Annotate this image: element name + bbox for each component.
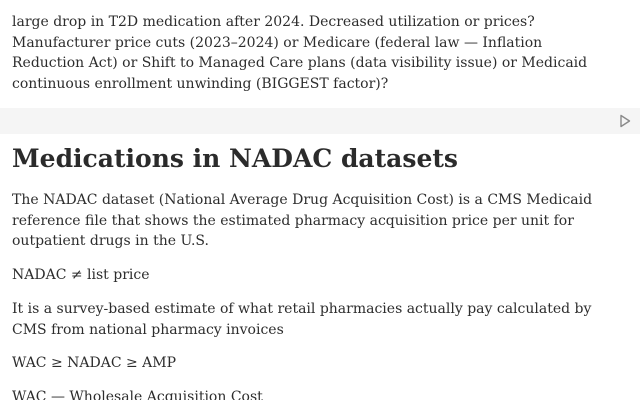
code-cell[interactable]: [0, 108, 640, 134]
intro-paragraph: The NADAC dataset (National Average Drug…: [12, 190, 592, 252]
question-paragraph: large drop in T2D medication after 2024.…: [12, 12, 587, 94]
question-line: Manufacturer price cuts (2023–2024) or M…: [12, 34, 543, 51]
price-inequality-text: WAC ≥ NADAC ≥ AMP: [12, 355, 177, 371]
survey-paragraph: It is a survey-based estimate of what re…: [12, 299, 591, 340]
not-list-price-paragraph: NADAC ≠ list price: [12, 265, 150, 286]
wac-definition-paragraph: WAC — Wholesale Acquisition Cost: [12, 387, 263, 400]
question-line: continuous enrollment unwinding (BIGGEST…: [12, 75, 389, 92]
play-outline-icon[interactable]: [619, 114, 631, 128]
question-line: large drop in T2D medication after 2024.…: [12, 14, 535, 30]
not-list-price-text: NADAC ≠ list price: [12, 267, 150, 283]
survey-line: CMS from national pharmacy invoices: [12, 321, 284, 338]
intro-line: reference file that shows the estimated …: [12, 212, 574, 229]
wac-definition-text: WAC — Wholesale Acquisition Cost: [12, 389, 263, 400]
intro-line: outpatient drugs in the U.S.: [12, 233, 209, 249]
question-line: Reduction Act) or Shift to Managed Care …: [12, 55, 588, 71]
price-inequality-paragraph: WAC ≥ NADAC ≥ AMP: [12, 353, 176, 374]
section-heading: Medications in NADAC datasets: [12, 144, 458, 173]
survey-line: It is a survey-based estimate of what re…: [12, 301, 592, 317]
intro-line: The NADAC dataset (National Average Drug…: [12, 192, 593, 208]
